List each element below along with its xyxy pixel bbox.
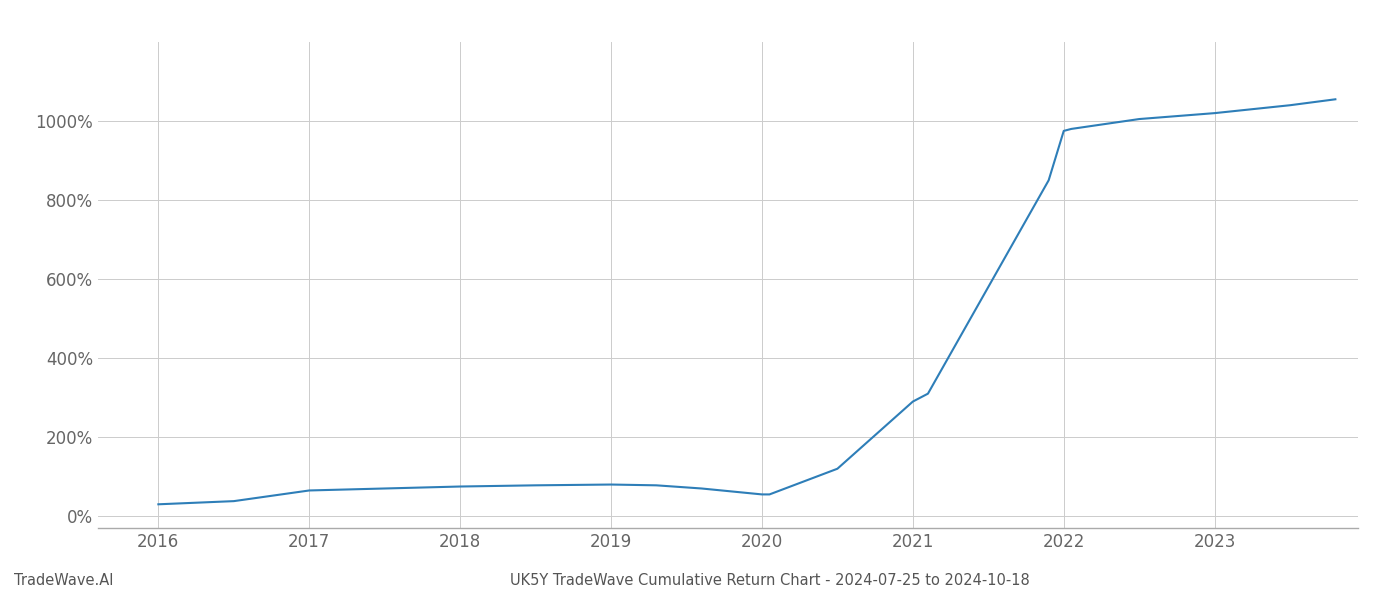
Text: UK5Y TradeWave Cumulative Return Chart - 2024-07-25 to 2024-10-18: UK5Y TradeWave Cumulative Return Chart -… [510,573,1030,588]
Text: TradeWave.AI: TradeWave.AI [14,573,113,588]
